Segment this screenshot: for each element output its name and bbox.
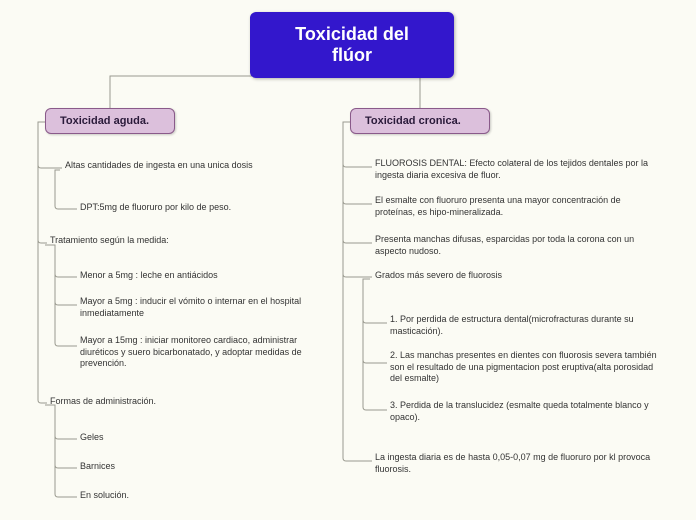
branch-node-0: Toxicidad aguda.	[45, 108, 175, 134]
leaf-13: Grados más severo de fluorosis	[375, 270, 655, 282]
leaf-17: La ingesta diaria es de hasta 0,05-0,07 …	[375, 452, 655, 475]
branch-node-1: Toxicidad cronica.	[350, 108, 490, 134]
leaf-0: Altas cantidades de ingesta en una unica…	[65, 160, 295, 172]
leaf-6: Formas de administración.	[50, 396, 280, 408]
root-node: Toxicidad del flúor	[250, 12, 454, 78]
leaf-3: Menor a 5mg : leche en antiácidos	[80, 270, 300, 282]
root-label: Toxicidad del flúor	[295, 24, 409, 65]
leaf-14: 1. Por perdida de estructura dental(micr…	[390, 314, 660, 337]
leaf-9: En solución.	[80, 490, 280, 502]
leaf-7: Geles	[80, 432, 280, 444]
leaf-5: Mayor a 15mg : iniciar monitoreo cardiac…	[80, 335, 320, 370]
leaf-1: DPT:5mg de fluoruro por kilo de peso.	[80, 202, 300, 214]
leaf-10: FLUOROSIS DENTAL: Efecto colateral de lo…	[375, 158, 655, 181]
leaf-4: Mayor a 5mg : inducir el vómito o intern…	[80, 296, 320, 319]
leaf-11: El esmalte con fluoruro presenta una may…	[375, 195, 655, 218]
leaf-15: 2. Las manchas presentes en dientes con …	[390, 350, 660, 385]
leaf-2: Tratamiento según la medida:	[50, 235, 280, 247]
leaf-12: Presenta manchas difusas, esparcidas por…	[375, 234, 655, 257]
leaf-8: Barnices	[80, 461, 280, 473]
leaf-16: 3. Perdida de la translucidez (esmalte q…	[390, 400, 660, 423]
